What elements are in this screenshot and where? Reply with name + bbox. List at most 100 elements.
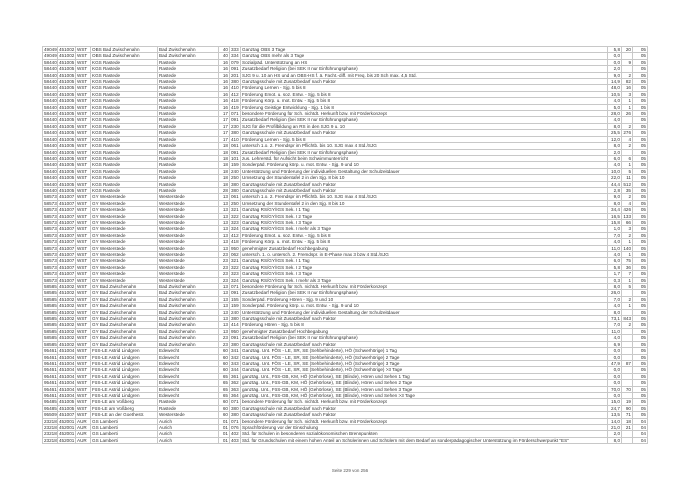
office-code-cell: 451004 [57,391,76,400]
measure-code-cell: 380 [229,340,241,349]
suffix-cell: 05 [632,270,648,278]
table-row: 58440 451005 WST KGS Rastede Rastede 16 380 Gan… [42,77,648,86]
suffix-cell: 05 [632,212,648,221]
office-code-cell: 451004 [57,385,76,393]
office-code-cell: 451002 [57,315,76,323]
suffix-cell: 05 [632,315,648,323]
measure-code-cell: 079 [229,58,241,67]
suffix-cell: 05 [632,135,648,144]
measure-code-cell: 322 [229,263,241,272]
table-row: 58440 451005 WST KGS Rastede Rastede 17 230 SJG… [42,122,648,131]
office-code-cell: 451005 [57,58,76,67]
school-id-cell: 58585 [42,315,58,323]
office-code-cell: 451005 [57,148,76,156]
office-code-cell: 451005 [57,97,76,105]
school-id-cell: 58440 [42,142,58,150]
office-code-cell: 451005 [57,404,76,413]
count-cell: 276 [621,129,633,137]
school-id-cell: 58573 [42,276,58,285]
suffix-cell: 05 [632,353,648,361]
suffix-cell: 05 [632,334,648,342]
table-row: 58573 451007 WST GY Westerstede Westerstede 2… [42,257,648,265]
measure-code-cell: 230 [229,122,241,131]
suffix-cell: 05 [632,148,648,156]
office-code-cell: 451004 [57,379,76,387]
suffix-cell: 05 [632,238,648,246]
school-id-cell: 58585 [42,327,58,336]
table-row: 49049 451002 WST OBS Bad Zwischenahn Bad Zwi… [42,52,648,60]
suffix-cell: 05 [632,52,648,60]
measure-code-cell: 361 [229,372,241,381]
school-id-cell: 95461 [42,385,58,393]
school-id-cell: 95461 [42,353,58,361]
table-row: 58440 451005 WST KGS Rastede Rastede 28 380 Gan… [42,186,648,195]
table-row: 58573 451007 WST GY Westerstede Westerstede 1… [42,231,648,240]
office-code-cell: 451005 [57,161,76,169]
suffix-cell: 05 [632,65,648,73]
table-row: 58585 451002 WST GY Bad Zwischenahn Bad Zwis… [42,302,648,310]
school-id-cell: 58573 [42,206,58,214]
count-cell: 843 [621,315,633,323]
measure-code-cell: 071 [229,282,241,291]
measure-code-cell: 322 [229,212,241,221]
suffix-cell: 05 [632,385,648,393]
school-id-cell: 23218 [42,423,58,432]
school-id-cell: 58440 [42,90,58,99]
count-cell: 140 [621,244,633,253]
table-body: 49049 451002 WST OBS Bad Zwischenahn Bad Zwi… [42,45,648,445]
suffix-cell: 04 [632,430,648,438]
office-code-cell: 451002 [57,289,76,297]
suffix-cell: 05 [632,308,648,317]
school-id-cell: 58573 [42,238,58,246]
school-id-cell: 58573 [42,257,58,265]
office-code-cell: 451005 [57,186,76,195]
suffix-cell: 05 [632,84,648,92]
school-id-cell: 58573 [42,270,58,278]
measure-code-cell: 342 [229,353,241,361]
school-name-cell: GS Lamberti [90,436,158,445]
suffix-cell: 05 [632,193,648,201]
school-id-cell: 58585 [42,334,58,342]
school-id-cell: 58573 [42,263,58,272]
school-id-cell: 58573 [42,231,58,240]
school-id-cell: 95461 [42,347,58,355]
office-code-cell: 451007 [57,263,76,272]
school-id-cell: 58440 [42,103,58,112]
town-cell: Aurich [157,436,219,445]
suffix-cell: 05 [632,116,648,124]
office-code-cell: 451004 [57,347,76,355]
measure-code-cell: 201 [229,71,241,80]
school-id-cell: 23218 [42,417,58,426]
suffix-cell: 05 [632,263,648,272]
school-id-cell: 95509 [42,411,58,419]
table-row: 58573 451007 WST GY Westerstede Westerstede 1… [42,238,648,246]
suffix-cell: 05 [632,289,648,297]
school-id-cell: 58573 [42,244,58,253]
suffix-cell: 05 [632,295,648,304]
suffix-cell: 04 [632,417,648,426]
count-cell: 133 [621,212,633,221]
table-row: 58573 451007 WST GY Westerstede Westerstede 1… [42,225,648,233]
suffix-cell: 05 [632,250,648,259]
office-code-cell: 451005 [57,103,76,112]
suffix-cell: 05 [632,391,648,400]
suffix-cell: 05 [632,404,648,413]
office-code-cell: 451007 [57,193,76,201]
office-code-cell: 451005 [57,71,76,80]
office-code-cell: 451004 [57,359,76,368]
table-row: 58573 451007 WST GY Westerstede Westerstede 1… [42,218,648,227]
table-row: 58440 451005 WST KGS Rastede Rastede 18 159 Son… [42,161,648,169]
office-code-cell: 451007 [57,231,76,240]
hours-cell: 8,0 [607,436,622,445]
school-id-cell: 58573 [42,250,58,259]
school-id-cell: 58440 [42,58,58,67]
school-id-cell: 58440 [42,167,58,176]
suffix-cell: 05 [632,257,648,265]
office-code-cell: 451007 [57,206,76,214]
office-code-cell: 451005 [57,154,76,163]
office-code-cell: 451002 [57,340,76,349]
school-id-cell: 58573 [42,193,58,201]
office-code-cell: 451007 [57,250,76,259]
count-cell: 512 [621,180,633,188]
table-row: 58585 451002 WST GY Bad Zwischenahn Bad Zwis… [42,295,648,304]
